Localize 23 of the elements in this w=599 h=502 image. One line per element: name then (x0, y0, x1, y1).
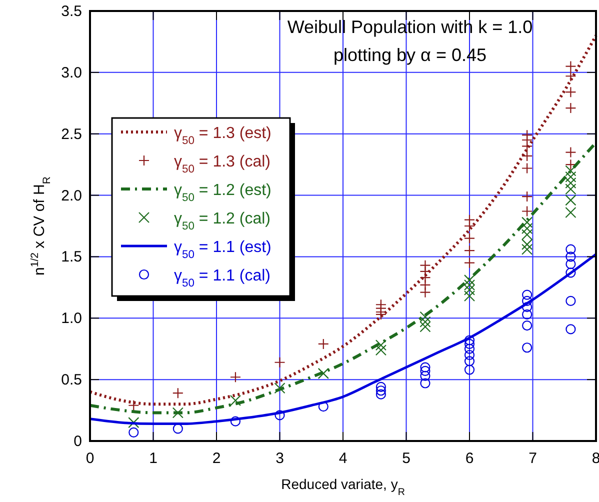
x-tick-label: 6 (465, 450, 474, 467)
x-tick-label: 1 (149, 450, 158, 467)
y-tick-label: 0.5 (61, 372, 82, 389)
y-tick-label: 1.0 (61, 310, 82, 328)
legend-label: γ$_{50}$ = 1.2 (est) (174, 182, 272, 204)
x-tick-label: 3 (276, 450, 284, 467)
legend-label: γ$_{50}$ = 1.2 (cal) (174, 210, 270, 232)
y-tick-label: 2.5 (61, 126, 82, 143)
x-tick-label: 0 (86, 450, 94, 467)
y-tick-label: 2.0 (61, 187, 82, 204)
legend-label: γ$_{50}$ = 1.1 (cal) (174, 268, 270, 290)
legend-label: γ$_{50}$ = 1.3 (est) (174, 125, 272, 147)
y-tick-label: 3.5 (61, 3, 82, 20)
x-tick-label: 7 (528, 450, 537, 467)
x-tick-label: 4 (338, 450, 348, 467)
legend-label: γ$_{50}$ = 1.3 (cal) (174, 154, 270, 176)
y-tick-label: 1.5 (61, 248, 82, 266)
x-tick-label: 5 (402, 450, 410, 467)
y-tick-label: 0 (74, 433, 82, 450)
legend-label: γ$_{50}$ = 1.1 (est) (174, 239, 272, 261)
x-axis-title: Reduced variate, y$_{R}$ (281, 476, 405, 498)
y-tick-label: 3.0 (61, 64, 82, 82)
x-tick-label: 2 (212, 450, 221, 467)
